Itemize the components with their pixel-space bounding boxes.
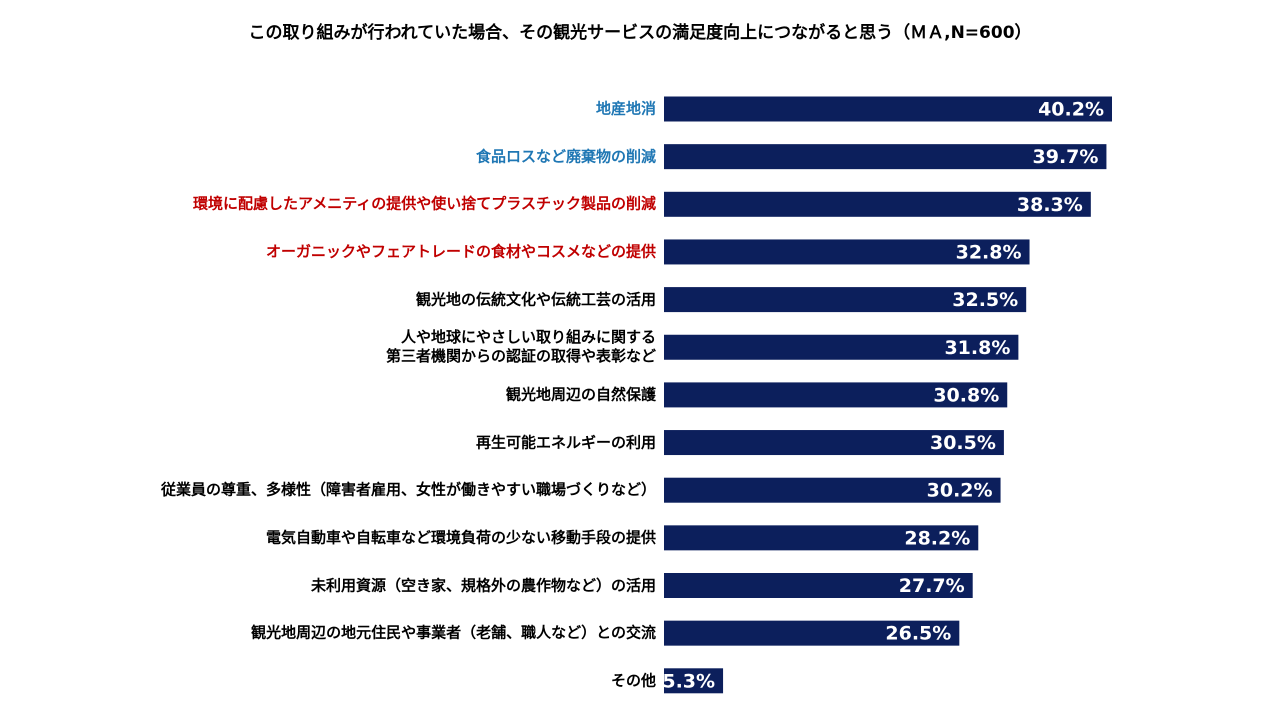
value-label: 5.3% (662, 670, 715, 692)
bar (664, 96, 1112, 122)
value-label: 30.8% (933, 384, 999, 406)
chart-title: この取り組みが行われていた場合、その観光サービスの満足度向上につながると思う（Ｍ… (248, 23, 1032, 43)
category-label: 環境に配慮したアメニティの提供や使い捨てプラスチック製品の削減 (192, 194, 656, 213)
bar (664, 239, 1030, 265)
value-label: 32.5% (952, 289, 1018, 311)
bar (664, 668, 724, 694)
category-label: オーガニックやフェアトレードの食材やコスメなどの提供 (265, 242, 656, 261)
value-label: 28.2% (904, 527, 970, 549)
bar (664, 573, 973, 598)
value-label: 30.2% (927, 480, 993, 502)
value-label: 27.7% (899, 575, 965, 597)
value-label: 30.5% (930, 432, 996, 454)
category-label: 地産地消 (595, 99, 656, 118)
bar (664, 430, 1004, 456)
bar (664, 382, 1008, 408)
category-label: 人や地球にやさしい取り組みに関する 第三者機関からの認証の取得や表彰など (385, 328, 656, 366)
bar (664, 191, 1091, 217)
bar (664, 477, 1001, 503)
category-label: 食品ロスなど廃棄物の削減 (475, 147, 656, 166)
bar (664, 287, 1027, 313)
category-label: 未利用資源（空き家、規格外の農作物など）の活用 (310, 576, 656, 594)
category-label: 再生可能エネルギーの利用 (475, 433, 656, 452)
bar (664, 525, 979, 551)
bar (664, 334, 1019, 360)
value-label: 39.7% (1033, 146, 1099, 168)
value-label: 32.8% (956, 241, 1022, 263)
category-label: 観光地周辺の地元住民や事業者（老舗、職人など）との交流 (251, 623, 656, 642)
value-label: 31.8% (944, 337, 1010, 359)
category-label: 観光地の伝統文化や伝統工芸の活用 (415, 290, 656, 309)
category-label: 観光地周辺の自然保護 (505, 385, 656, 404)
value-label: 40.2% (1038, 99, 1104, 121)
bar (664, 144, 1107, 170)
value-label: 38.3% (1017, 194, 1083, 216)
category-label: 電気自動車や自転車など環境負荷の少ない移動手段の提供 (265, 528, 656, 547)
category-label: その他 (610, 671, 656, 690)
bar (664, 620, 960, 646)
value-label: 26.5% (885, 623, 951, 645)
category-label: 従業員の尊重、多様性（障害者雇用、女性が働きやすい職場づくりなど） (160, 480, 656, 499)
